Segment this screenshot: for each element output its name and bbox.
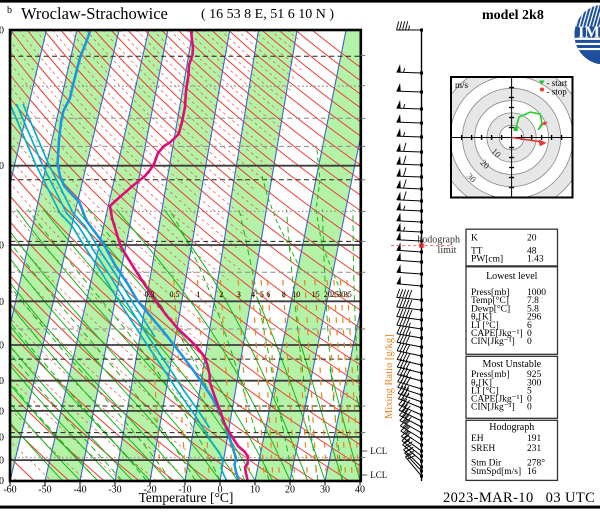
svg-text:20: 20 xyxy=(527,234,537,244)
svg-text:Lowest level: Lowest level xyxy=(486,271,538,282)
svg-text:35: 35 xyxy=(344,290,352,299)
svg-text:K: K xyxy=(471,234,478,244)
svg-text:0: 0 xyxy=(527,402,532,412)
svg-text:0: 0 xyxy=(527,337,532,347)
svg-text:LCL: LCL xyxy=(370,470,387,480)
svg-text:15: 15 xyxy=(312,290,320,299)
svg-text:0.5: 0.5 xyxy=(170,290,180,299)
svg-text:0: 0 xyxy=(0,161,4,172)
svg-text:EH: EH xyxy=(471,434,484,444)
svg-text:SREH: SREH xyxy=(471,444,495,454)
svg-text:StmSpd[m/s]: StmSpd[m/s] xyxy=(471,467,521,477)
svg-text:5: 5 xyxy=(260,290,264,299)
svg-text:2023-MAR-10 03 UTC: 2023-MAR-10 03 UTC xyxy=(443,490,595,506)
svg-text:LCL: LCL xyxy=(370,446,387,456)
svg-text:hodograph: hodograph xyxy=(417,235,460,246)
svg-text:4: 4 xyxy=(251,290,255,299)
svg-text:0: 0 xyxy=(0,26,4,37)
svg-text:m/s: m/s xyxy=(455,80,469,90)
svg-text:0: 0 xyxy=(0,376,4,387)
svg-text:8: 8 xyxy=(282,290,286,299)
svg-text:0: 0 xyxy=(0,241,4,252)
svg-text:0: 0 xyxy=(0,433,4,444)
svg-text:1: 1 xyxy=(196,290,200,299)
svg-text:model 2k8: model 2k8 xyxy=(482,8,544,23)
svg-text:-50: -50 xyxy=(38,485,51,496)
svg-text:0: 0 xyxy=(0,297,4,308)
svg-text:0: 0 xyxy=(0,456,4,467)
svg-text:191: 191 xyxy=(527,434,542,444)
svg-text:Hodograph: Hodograph xyxy=(489,422,534,433)
svg-text:- stop: - stop xyxy=(547,87,568,97)
svg-text:0: 0 xyxy=(0,341,4,352)
svg-text:231: 231 xyxy=(527,444,542,454)
svg-text:16: 16 xyxy=(527,467,537,477)
svg-text:10: 10 xyxy=(250,485,260,496)
svg-text:Wroclaw-Strachowice: Wroclaw-Strachowice xyxy=(21,4,168,23)
svg-text:Temperature [°C]: Temperature [°C] xyxy=(139,490,234,505)
svg-text:Most Unstable: Most Unstable xyxy=(482,359,541,370)
svg-text:2: 2 xyxy=(219,290,223,299)
svg-text:PW[cm]: PW[cm] xyxy=(471,255,503,265)
svg-text:40: 40 xyxy=(355,485,365,496)
svg-text:-40: -40 xyxy=(73,485,86,496)
svg-text:CIN[Jkg⁻¹]: CIN[Jkg⁻¹] xyxy=(471,402,515,412)
svg-text:3: 3 xyxy=(237,290,241,299)
svg-text:-30: -30 xyxy=(108,485,121,496)
svg-text:b: b xyxy=(7,5,12,16)
svg-text:-60: -60 xyxy=(3,485,16,496)
svg-text:Mixing Ratio [g/kg]: Mixing Ratio [g/kg] xyxy=(384,334,395,419)
svg-text:10: 10 xyxy=(292,290,300,299)
svg-text:0: 0 xyxy=(0,406,4,417)
svg-text:( 16 53 8 E, 51 6 10 N ): ( 16 53 8 E, 51 6 10 N ) xyxy=(201,7,334,22)
svg-text:0.3: 0.3 xyxy=(145,290,155,299)
svg-text:20: 20 xyxy=(285,485,295,496)
svg-text:30: 30 xyxy=(320,485,330,496)
svg-text:6: 6 xyxy=(266,290,270,299)
svg-text:1.43: 1.43 xyxy=(527,255,544,265)
svg-text:limit: limit xyxy=(438,245,457,256)
svg-text:CIN[Jkg⁻¹]: CIN[Jkg⁻¹] xyxy=(471,337,515,347)
